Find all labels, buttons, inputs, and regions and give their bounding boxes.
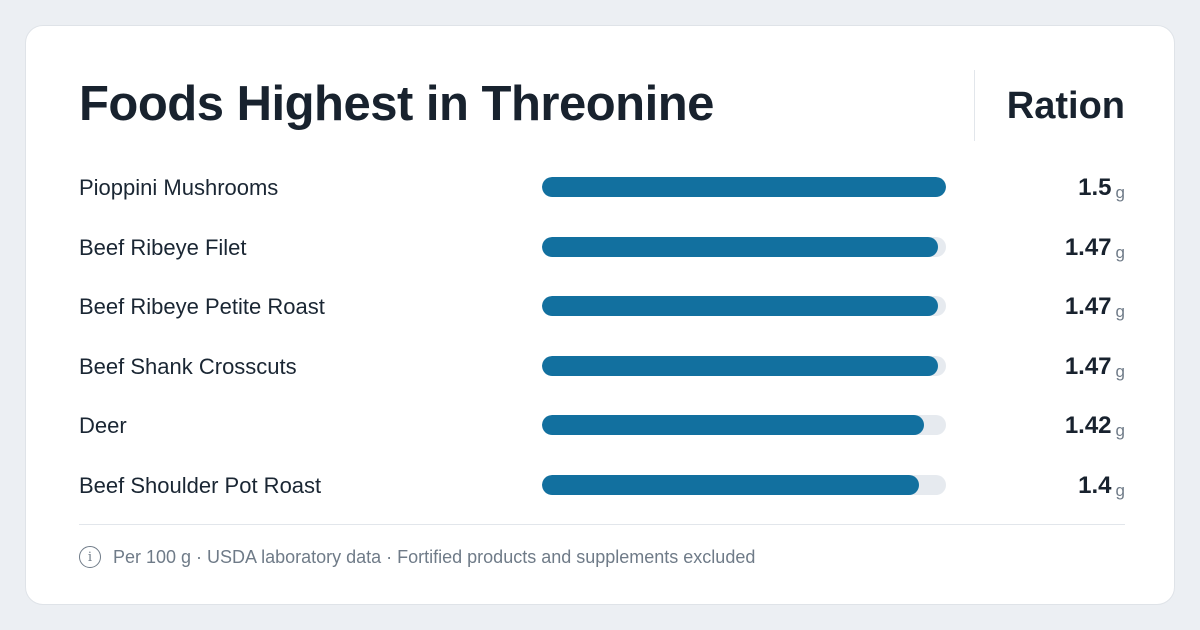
category-label: Beef Shoulder Pot Roast <box>79 473 322 498</box>
value-column-header: Ration <box>1006 85 1125 127</box>
value-number: 1.5 <box>1078 174 1112 201</box>
footnote-text: Per 100 g · USDA laboratory data · Forti… <box>113 546 756 567</box>
bar-track <box>542 177 946 197</box>
footer-divider <box>79 524 1125 525</box>
bar-row: Deer 1.42 g <box>26 405 1174 445</box>
header-divider <box>974 70 975 141</box>
category-label: Beef Ribeye Filet <box>79 234 247 260</box>
category-label: Beef Ribeye Petite Roast <box>79 294 325 320</box>
value-number: 1.4 <box>1078 472 1112 499</box>
value-unit: g <box>1115 361 1125 381</box>
bar <box>542 415 925 436</box>
value-unit: g <box>1115 242 1125 262</box>
bar-track <box>542 355 946 376</box>
bar-track <box>542 415 946 436</box>
info-icon[interactable]: i <box>79 546 101 568</box>
value-label: 1.5 g <box>1078 173 1125 206</box>
chart-title: Foods Highest in Threonine <box>79 77 714 131</box>
bar <box>542 236 938 257</box>
bar-row: Beef Shoulder Pot Roast 1.4 g <box>26 465 1174 505</box>
bar <box>542 296 938 317</box>
bar <box>542 475 920 495</box>
chart-footer: i Per 100 g · USDA laboratory data · For… <box>79 544 755 570</box>
value-number: 1.47 <box>1064 293 1112 321</box>
value-label: 1.42 g <box>1065 411 1125 444</box>
bar <box>542 355 938 376</box>
category-label: Deer <box>79 413 127 439</box>
bar-rows: Pioppini Mushrooms 1.5 g Beef Ribeye Filet 1… <box>26 26 1174 604</box>
bar-row: Pioppini Mushrooms 1.5 g <box>26 167 1174 207</box>
category-label: Pioppini Mushrooms <box>79 175 279 200</box>
category-label: Beef Shank Crosscuts <box>79 353 297 379</box>
bar-row: Beef Ribeye Filet 1.47 g <box>26 227 1174 267</box>
bar-track <box>542 236 946 257</box>
value-label: 1.47 g <box>1065 292 1125 325</box>
value-number: 1.47 <box>1064 352 1112 380</box>
bar-track <box>542 475 946 495</box>
value-label: 1.47 g <box>1065 352 1125 385</box>
bar-row: Beef Ribeye Petite Roast 1.47 g <box>26 286 1174 326</box>
value-unit: g <box>1115 302 1125 322</box>
value-unit: g <box>1115 183 1125 202</box>
bar <box>542 177 946 197</box>
value-label: 1.47 g <box>1065 233 1125 266</box>
value-unit: g <box>1115 421 1125 441</box>
value-unit: g <box>1115 481 1125 500</box>
value-number: 1.47 <box>1064 233 1112 261</box>
chart-card: Foods Highest in Threonine Ration Pioppi… <box>25 25 1175 605</box>
value-label: 1.4 g <box>1078 471 1125 504</box>
bar-track <box>542 296 946 317</box>
bar-row: Beef Shank Crosscuts 1.47 g <box>26 346 1174 386</box>
value-number: 1.42 <box>1064 412 1112 440</box>
